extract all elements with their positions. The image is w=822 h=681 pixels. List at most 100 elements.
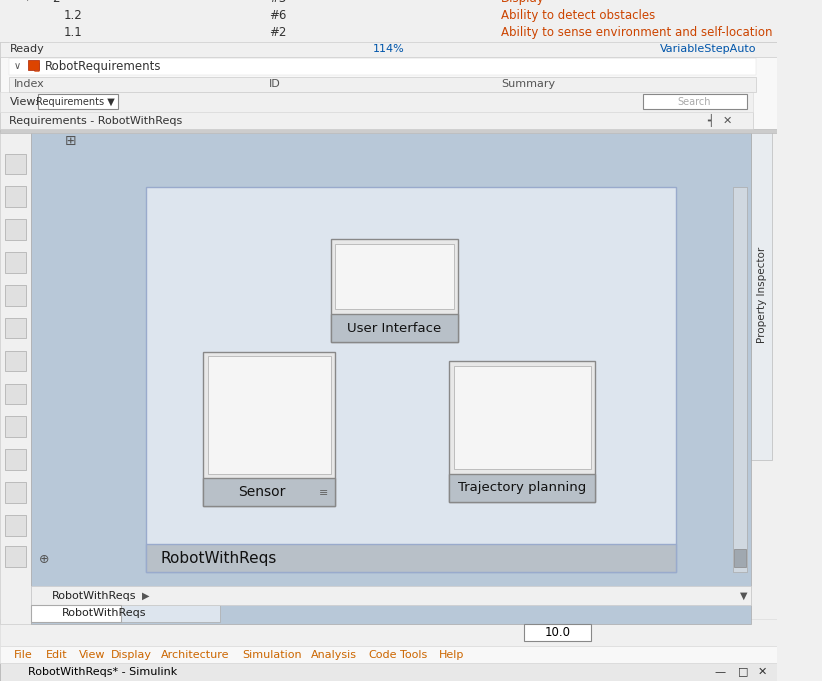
Text: #6: #6 [270, 9, 287, 22]
Text: Summary: Summary [501, 79, 555, 89]
Text: View:: View: [9, 97, 39, 107]
Text: User Interface: User Interface [348, 321, 441, 334]
Text: Ability to sense environment and self-location: Ability to sense environment and self-lo… [501, 26, 773, 39]
Text: ▼: ▼ [740, 590, 747, 601]
Text: VariableStepAuto: VariableStepAuto [659, 44, 756, 54]
Bar [5, 187, 25, 207]
Text: 🔵: 🔵 [33, 61, 39, 72]
Bar [146, 544, 676, 572]
Text: Display: Display [501, 0, 545, 5]
Bar [5, 154, 25, 174]
Text: Edit: Edit [46, 650, 68, 660]
Text: Code: Code [368, 650, 396, 660]
Bar [330, 314, 459, 343]
Text: Simulation: Simulation [242, 650, 302, 660]
Bar [5, 285, 25, 306]
Text: #1: #1 [270, 43, 287, 56]
Bar [39, 43, 48, 53]
Text: 114%: 114% [372, 44, 404, 54]
Bar [203, 478, 335, 507]
Bar [9, 77, 756, 92]
Text: Requirements - RobotWithReqs: Requirements - RobotWithReqs [9, 116, 182, 126]
Text: View: View [78, 650, 105, 660]
Bar [5, 482, 25, 503]
Bar [51, 9, 59, 19]
Text: ∨: ∨ [25, 44, 33, 54]
Bar [9, 24, 756, 41]
Bar [146, 187, 676, 572]
Bar [9, 7, 756, 24]
Bar [524, 624, 591, 641]
Bar [0, 663, 777, 681]
Bar [5, 449, 25, 470]
Text: RobotRequirements: RobotRequirements [44, 60, 161, 73]
Text: ⊞: ⊞ [65, 134, 76, 148]
Bar [5, 252, 25, 273]
Text: —: — [714, 667, 726, 677]
Text: #2: #2 [270, 26, 287, 39]
Bar [330, 239, 459, 343]
Bar [0, 646, 777, 663]
Bar [449, 473, 595, 502]
Text: Index: Index [14, 79, 45, 89]
Bar [9, 0, 756, 7]
Text: 1.2: 1.2 [63, 9, 82, 22]
Text: ▶: ▶ [141, 590, 150, 601]
Text: Property Inspector: Property Inspector [757, 247, 767, 343]
Text: Robot Locomotion: Robot Locomotion [501, 43, 607, 56]
Bar [203, 351, 335, 507]
Bar [5, 219, 25, 240]
Text: 1.1: 1.1 [63, 26, 82, 39]
Bar [5, 416, 25, 437]
Bar [751, 131, 772, 460]
Bar [28, 60, 39, 70]
Text: □: □ [738, 667, 749, 677]
Bar [5, 318, 25, 338]
Text: Sensor: Sensor [238, 486, 285, 499]
Text: Requirements ▼: Requirements ▼ [36, 97, 115, 107]
Text: ›: › [25, 0, 30, 5]
Bar [51, 26, 59, 36]
Text: Ready: Ready [9, 44, 44, 54]
Bar [0, 129, 777, 133]
Bar [734, 549, 746, 567]
Bar [0, 112, 753, 129]
Bar [31, 605, 121, 622]
Text: Architecture: Architecture [161, 650, 229, 660]
Text: Help: Help [438, 650, 464, 660]
Text: 2: 2 [52, 0, 59, 5]
Bar [0, 619, 777, 646]
Bar [335, 244, 454, 309]
Bar [31, 131, 751, 624]
Text: ≡: ≡ [319, 488, 328, 498]
Text: File: File [14, 650, 33, 660]
Bar [0, 42, 777, 131]
Bar [31, 605, 220, 622]
Text: #3: #3 [270, 0, 287, 5]
Bar [449, 361, 595, 502]
Bar [38, 95, 118, 110]
Text: Trajectory planning: Trajectory planning [458, 481, 586, 494]
Text: ┥: ┥ [707, 114, 714, 127]
Bar [5, 383, 25, 404]
Bar [0, 42, 777, 131]
Text: RobotWithReqs: RobotWithReqs [62, 608, 146, 618]
Text: RobotWithReqs: RobotWithReqs [52, 590, 136, 601]
Text: ✕: ✕ [758, 667, 767, 677]
Text: Tools: Tools [400, 650, 427, 660]
Bar [39, 0, 48, 3]
Text: Analysis: Analysis [312, 650, 358, 660]
Text: Search: Search [678, 97, 711, 107]
Text: ✕: ✕ [723, 116, 732, 126]
Bar [31, 586, 751, 605]
Text: ID: ID [270, 79, 281, 89]
Bar [454, 366, 591, 469]
Bar [5, 351, 25, 371]
Text: ∨: ∨ [14, 61, 21, 72]
Bar [9, 58, 756, 75]
Text: RobotWithReqs: RobotWithReqs [160, 550, 277, 565]
Bar [0, 92, 753, 112]
Bar [0, 131, 31, 624]
Bar [9, 41, 756, 58]
Text: 1: 1 [52, 43, 59, 56]
